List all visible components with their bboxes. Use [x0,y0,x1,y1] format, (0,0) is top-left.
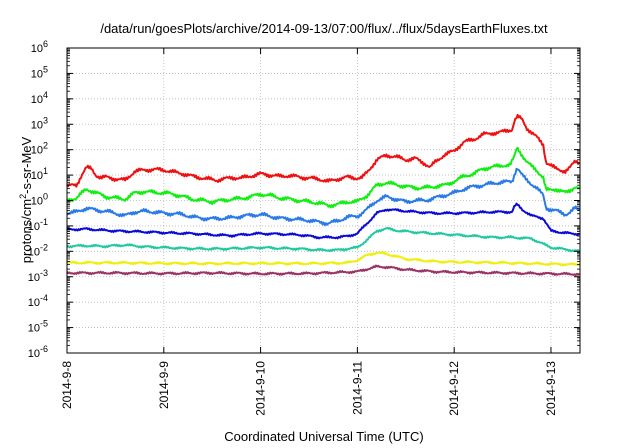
y-tick-label: 10-3 [28,268,48,284]
series-line [66,264,580,277]
y-tick-label: 10-4 [28,293,48,309]
y-axis-label-suffix: -s-sr-MeV [19,136,34,193]
y-tick-base: 10 [28,221,40,233]
series-group [66,113,581,277]
chart-title: /data/run/goesPlots/archive/2014-09-13/0… [100,21,548,36]
y-tick-label: 10-5 [28,319,48,335]
y-tick-label: 102 [31,141,48,157]
y-tick-exponent: -4 [40,293,48,303]
x-tick-label: 2014-9-12 [447,361,461,416]
y-tick-exponent: 5 [43,64,48,74]
series-line [66,226,580,253]
y-tick-label: 103 [31,115,48,131]
y-tick-base: 10 [28,246,40,258]
x-tick-label: 2014-9-11 [350,361,364,415]
y-axis-label-superscript: 2 [18,194,28,199]
series-line [66,202,580,240]
y-axis-label-prefix: protons/cm [19,199,34,263]
series-line [66,113,581,188]
y-tick-exponent: -5 [40,319,48,329]
y-tick-base: 10 [31,119,43,131]
y-tick-base: 10 [31,145,43,157]
y-tick-base: 10 [31,68,43,80]
y-tick-exponent: 6 [43,39,48,49]
y-tick-label: 10-2 [28,242,48,258]
y-tick-exponent: -6 [40,344,48,354]
y-axis-label: protons/cm2-s-sr-MeV [18,136,34,263]
series-line [66,146,581,209]
y-tick-label: 105 [31,64,48,80]
x-tick-labels: 2014-9-8 2014-9-9 2014-9-10 2014-9-11 2014-9… [60,361,558,416]
y-tick-exponent: -1 [40,217,48,227]
x-tick-label: 2014-9-13 [544,361,558,416]
y-tick-base: 10 [31,196,43,208]
y-tick-exponent: -3 [40,268,48,278]
y-tick-exponent: 0 [43,192,48,202]
y-tick-exponent: 2 [43,141,48,151]
y-tick-base: 10 [28,348,40,360]
y-tick-base: 10 [28,297,40,309]
y-tick-label: 104 [31,90,48,106]
y-tick-base: 10 [28,272,40,284]
y-tick-exponent: 3 [43,115,48,125]
y-tick-exponent: 4 [43,90,48,100]
y-tick-labels: 10-610-510-410-310-210-11001011021031041… [28,39,48,360]
y-tick-label: 101 [31,166,48,182]
y-tick-label: 106 [31,39,48,55]
y-tick-label: 10-1 [28,217,48,233]
axis-ticks [66,47,580,354]
y-tick-base: 10 [31,94,43,106]
y-tick-exponent: 1 [43,166,48,176]
y-tick-label: 10-6 [28,344,48,360]
series-line [66,251,580,267]
y-tick-label: 100 [31,192,48,208]
x-tick-label: 2014-9-8 [60,361,74,409]
x-tick-label: 2014-9-10 [254,361,268,416]
y-tick-base: 10 [28,323,40,335]
series-line [66,167,581,227]
y-tick-base: 10 [31,43,43,55]
x-tick-label: 2014-9-9 [157,361,171,409]
x-axis-label: Coordinated Universal Time (UTC) [224,429,423,444]
y-tick-base: 10 [31,170,43,182]
y-tick-exponent: -2 [40,242,48,252]
